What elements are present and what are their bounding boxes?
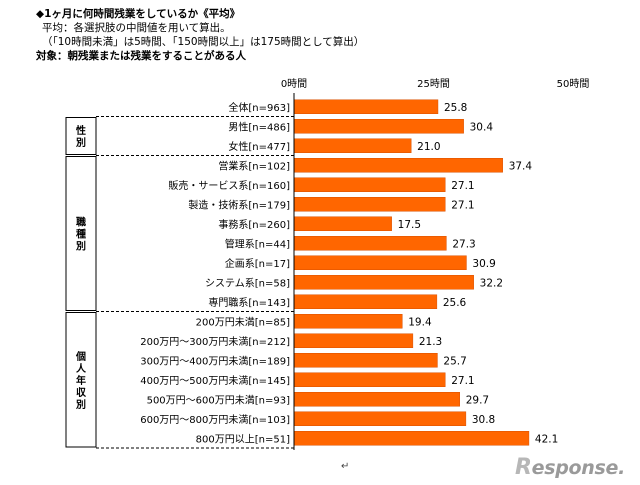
value-label-11: 19.4	[408, 316, 432, 328]
bar-15	[293, 392, 460, 407]
value-label-16: 30.8	[472, 414, 495, 426]
bar-8	[293, 255, 467, 270]
value-label-7: 27.3	[452, 238, 475, 250]
value-label-10: 25.6	[443, 297, 467, 309]
value-label-0: 25.8	[444, 102, 467, 114]
bar-0	[293, 99, 439, 114]
chart-title: ◆1ヶ月に何時間残業をしているか《平均》	[36, 8, 241, 20]
category-label-9: システム系[n=58]	[205, 277, 290, 289]
bar-13	[293, 353, 438, 368]
bar-14	[293, 372, 446, 387]
bar-1	[293, 119, 464, 134]
value-label-12: 21.3	[419, 336, 442, 348]
bar-16	[293, 411, 467, 426]
header-note-calculation: （「10時間未満」は5時間、「150時間以上」は175時間として算出）	[42, 36, 365, 48]
bar-2	[293, 138, 412, 153]
category-label-16: 600万円～800万円未満[n=103]	[140, 414, 290, 426]
bar-17	[293, 431, 530, 446]
category-label-6: 事務系[n=260]	[218, 218, 290, 231]
group-box-3	[65, 312, 97, 448]
category-label-8: 企画系[n=17]	[225, 257, 290, 270]
value-label-15: 29.7	[466, 394, 489, 406]
category-label-1: 男性[n=486]	[228, 120, 290, 133]
category-label-5: 製造・技術系[n=179]	[188, 198, 290, 211]
group-label-1: 性別	[75, 124, 86, 149]
value-label-17: 42.1	[535, 433, 558, 445]
category-label-0: 全体[n=963]	[228, 101, 290, 114]
value-label-13: 25.7	[443, 355, 466, 367]
category-label-12: 200万円～300万円未満[n=212]	[140, 336, 290, 348]
return-mark: ↵	[341, 461, 350, 472]
value-label-3: 37.4	[509, 160, 533, 172]
logo-text: esponse.	[531, 457, 626, 479]
category-label-10: 専門職系[n=143]	[208, 297, 290, 309]
category-label-2: 女性[n=477]	[228, 140, 290, 153]
value-label-9: 32.2	[480, 277, 503, 289]
value-label-6: 17.5	[398, 219, 421, 231]
category-label-7: 管理系[n=44]	[225, 237, 290, 250]
group-box-2	[65, 156, 97, 311]
chart-header: ◆1ヶ月に何時間残業をしているか《平均》 平均：各選択肢の中間値を用いて算出。 …	[36, 7, 364, 63]
bar-4	[293, 177, 446, 192]
header-note-average: 平均：各選択肢の中間値を用いて算出。	[42, 22, 231, 34]
bar-12	[293, 333, 414, 348]
group-box-1	[65, 117, 97, 155]
category-label-3: 営業系[n=102]	[218, 159, 290, 172]
value-label-1: 30.4	[470, 121, 494, 133]
bar-7	[293, 236, 447, 251]
x-tick-label-0: 0時間	[281, 78, 307, 90]
category-label-14: 400万円～500万円未満[n=145]	[140, 375, 290, 387]
category-label-15: 500万円～600万円未満[n=93]	[147, 394, 291, 406]
bar-9	[293, 275, 474, 290]
x-tick-label-2: 50時間	[557, 78, 590, 90]
group-label-2: 職種別	[75, 216, 86, 253]
value-label-4: 27.1	[451, 180, 474, 192]
category-label-4: 販売・サービス系[n=160]	[168, 179, 290, 192]
group-label-3: 個人年収別	[75, 350, 87, 411]
category-label-13: 300万円～400万円未満[n=189]	[140, 355, 290, 367]
bar-11	[293, 314, 403, 329]
bar-6	[293, 216, 392, 231]
value-label-8: 30.9	[472, 258, 495, 270]
category-label-17: 800万円以上[n=51]	[196, 433, 290, 445]
header-note-target: 対象：朝残業または残業をすることがある人	[36, 50, 246, 62]
value-label-5: 27.1	[451, 199, 474, 211]
x-tick-label-1: 25時間	[417, 78, 450, 90]
response-logo: Response.	[515, 455, 625, 480]
bar-10	[293, 294, 438, 309]
bar-5	[293, 197, 446, 212]
value-label-14: 27.1	[451, 375, 474, 387]
value-label-2: 21.0	[417, 141, 440, 153]
category-label-11: 200万円未満[n=85]	[196, 316, 290, 328]
logo-r: R	[515, 455, 532, 480]
bar-3	[293, 158, 503, 173]
